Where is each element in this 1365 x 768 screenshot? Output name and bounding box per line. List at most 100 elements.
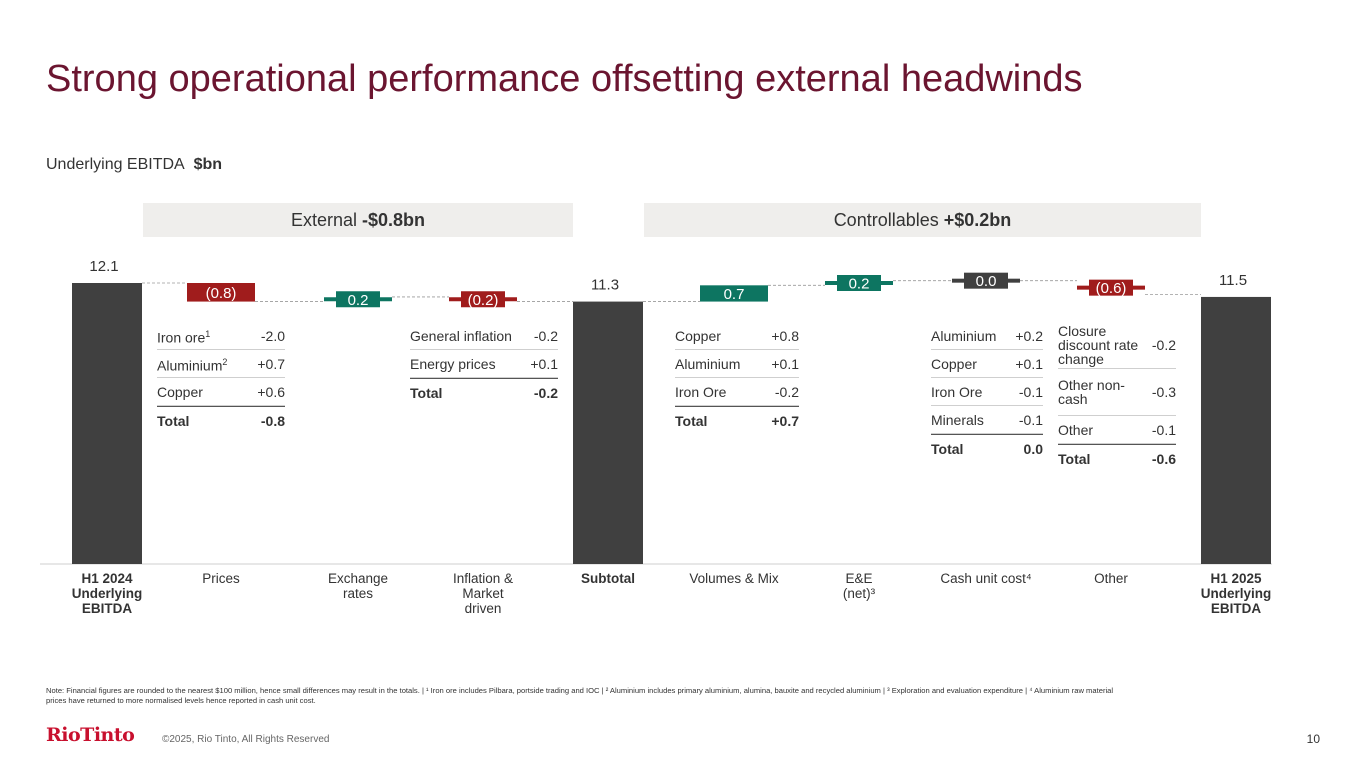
breakdown-total-label: Total <box>157 412 190 429</box>
copyright-text: ©2025, Rio Tinto, All Rights Reserved <box>162 734 330 745</box>
category-label: driven <box>465 601 502 616</box>
breakdown-row: Iron Ore -0.1 <box>931 378 1043 406</box>
cash-unit-cost-breakdown-table: Aluminium +0.2 Copper +0.1 Iron Ore -0.1 Miner… <box>931 322 1043 462</box>
other-breakdown-table: Closure discount rate change -0.2 Other no… <box>1058 322 1176 472</box>
external-group-label: External <box>290 209 357 230</box>
footnote-marker: 1 <box>205 328 211 339</box>
breakdown-label: Other <box>1058 421 1094 438</box>
breakdown-value: +0.7 <box>257 355 285 372</box>
page-number: 10 <box>1306 732 1320 746</box>
category-label: Exchange <box>328 571 388 586</box>
breakdown-value: -0.1 <box>1151 421 1176 438</box>
external-group-value: -$0.8bn <box>362 209 426 230</box>
category-label: Underlying <box>72 586 143 601</box>
controllables-group-value: +$0.2bn <box>943 209 1012 230</box>
subtitle-label: Underlying EBITDA <box>46 156 185 173</box>
bar-label-block <box>461 291 505 308</box>
breakdown-value: +0.2 <box>1015 327 1043 344</box>
breakdown-label: Aluminium <box>931 327 997 344</box>
breakdown-total-value: -0.2 <box>533 384 558 401</box>
breakdown-value: +0.1 <box>530 355 558 372</box>
subtitle-unit: $bn <box>193 156 223 173</box>
breakdown-row: Other -0.1 <box>1058 416 1176 444</box>
breakdown-value: -0.1 <box>1018 411 1043 428</box>
controllables-group-label: Controllables <box>833 209 939 230</box>
bar-value-label: 12.1 <box>89 258 118 275</box>
bar-label-block <box>1089 279 1133 296</box>
breakdown-row: Iron ore1 -2.0 <box>157 322 285 350</box>
category-label: Subtotal <box>581 571 635 586</box>
breakdown-total-row: Total -0.2 <box>410 378 558 406</box>
volumes-breakdown-table: Copper +0.8 Aluminium +0.1 Iron Ore -0.2 Total… <box>675 322 799 434</box>
bar-value-label: 0.2 <box>348 292 369 309</box>
footnote: Note: Financial figures are rounded to t… <box>46 686 1114 705</box>
breakdown-value: -0.2 <box>1151 337 1176 353</box>
waterfall-chart: 12.1H1 2024UnderlyingEBITDA(0.8)Prices0.… <box>40 258 1272 616</box>
breakdown-value: +0.8 <box>771 327 799 344</box>
breakdown-label: Iron ore1 <box>157 328 211 346</box>
breakdown-value: +0.1 <box>1015 355 1043 372</box>
breakdown-label: Closure discount rate change <box>1058 323 1139 367</box>
breakdown-row: Aluminium +0.1 <box>675 350 799 378</box>
bar-value-label: (0.6) <box>1096 280 1127 297</box>
external-group-band: External -$0.8bn <box>143 203 573 237</box>
bar-value-label: 0.7 <box>724 286 745 303</box>
bar-total <box>1201 296 1271 564</box>
category-label: H1 2024 <box>81 571 133 586</box>
bar-delta <box>187 283 255 302</box>
breakdown-value: +0.1 <box>771 355 799 372</box>
breakdown-label: Aluminium <box>675 355 741 372</box>
breakdown-row: Iron Ore -0.2 <box>675 378 799 406</box>
breakdown-row: Aluminium2 +0.7 <box>157 350 285 378</box>
inflation-breakdown-table: General inflation -0.2 Energy prices +0.1 To… <box>410 322 558 406</box>
breakdown-total-value: 0.0 <box>1023 440 1043 457</box>
category-label: Inflation & <box>453 571 513 586</box>
category-label: Prices <box>202 571 240 586</box>
breakdown-row: Copper +0.8 <box>675 322 799 350</box>
bar-value-label: 0.0 <box>976 273 997 290</box>
breakdown-value: -0.1 <box>1018 383 1043 400</box>
breakdown-label: Copper <box>157 383 203 400</box>
breakdown-row: Copper +0.1 <box>931 350 1043 378</box>
category-label: Volumes & Mix <box>689 571 779 586</box>
category-label: Cash unit cost⁴ <box>940 571 1032 586</box>
breakdown-row: Closure discount rate change -0.2 <box>1058 322 1176 369</box>
prices-breakdown-table: Iron ore1 -2.0 Aluminium2 +0.7 Copper +0.6 Tot… <box>157 322 285 434</box>
bar-total <box>72 283 142 564</box>
controllables-group-band: Controllables +$0.2bn <box>644 203 1201 237</box>
bar-label-block <box>837 275 881 291</box>
page-title: Strong operational performance offsettin… <box>46 58 1083 100</box>
breakdown-label: Minerals <box>931 411 984 428</box>
bar-delta <box>700 285 768 302</box>
breakdown-label: Iron Ore <box>931 383 983 400</box>
breakdown-label: Energy prices <box>410 355 496 372</box>
breakdown-label: Iron Ore <box>675 383 727 400</box>
breakdown-total-row: Total -0.6 <box>1058 444 1176 472</box>
breakdown-label: General inflation <box>410 327 512 344</box>
breakdown-total-value: -0.8 <box>260 412 285 429</box>
breakdown-value: -0.2 <box>533 327 558 344</box>
breakdown-total-row: Total 0.0 <box>931 434 1043 462</box>
category-label: Other <box>1094 571 1128 586</box>
bar-value-label: 11.3 <box>591 277 619 294</box>
category-label: Underlying <box>1201 586 1272 601</box>
breakdown-total-label: Total <box>410 384 443 401</box>
bar-value-label: (0.2) <box>468 292 499 309</box>
breakdown-total-row: Total +0.7 <box>675 406 799 434</box>
breakdown-value: -0.3 <box>1151 384 1176 400</box>
footnote-marker: 2 <box>222 356 228 367</box>
breakdown-row: Aluminium +0.2 <box>931 322 1043 350</box>
category-label: rates <box>343 586 373 601</box>
breakdown-row: Copper +0.6 <box>157 378 285 406</box>
breakdown-label: Other non-cash <box>1058 377 1125 407</box>
rio-tinto-logo: RioTinto <box>46 724 135 746</box>
breakdown-value: -0.2 <box>774 383 799 400</box>
bar-label-block <box>964 272 1008 289</box>
breakdown-label: Copper <box>931 355 977 372</box>
breakdown-total-label: Total <box>931 440 964 457</box>
breakdown-value: +0.6 <box>257 383 285 400</box>
breakdown-row: Other non-cash -0.3 <box>1058 369 1176 416</box>
category-label: EBITDA <box>82 601 133 616</box>
category-label: Market <box>462 586 504 601</box>
breakdown-total-row: Total -0.8 <box>157 406 285 434</box>
